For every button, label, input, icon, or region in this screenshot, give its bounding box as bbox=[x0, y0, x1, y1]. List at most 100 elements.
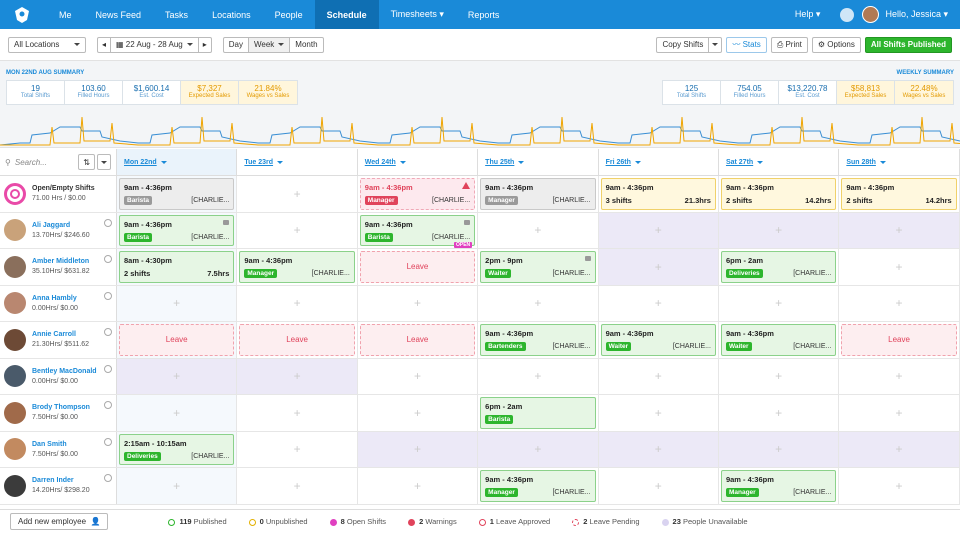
sort-dropdown[interactable] bbox=[97, 154, 111, 170]
schedule-cell[interactable]: + bbox=[237, 358, 358, 394]
schedule-cell[interactable]: + bbox=[599, 468, 719, 504]
shift-card[interactable]: 2pm - 9pm Waiter [CHARLIE... bbox=[480, 251, 596, 283]
employee-cell[interactable]: Brody Thompson 7.50Hrs/ $0.00 bbox=[0, 395, 117, 431]
schedule-cell[interactable]: 9am - 4:36pm 2 shifts 14.2hrs bbox=[839, 176, 960, 212]
next-week-button[interactable]: ▸ bbox=[197, 36, 212, 53]
day-header-sun-28th[interactable]: Sun 28th bbox=[839, 149, 960, 175]
employee-name[interactable]: Darren Inder bbox=[32, 477, 74, 485]
schedule-cell[interactable]: + bbox=[237, 176, 358, 212]
schedule-cell[interactable]: + bbox=[719, 358, 840, 394]
schedule-cell[interactable]: + bbox=[719, 395, 840, 431]
schedule-cell[interactable]: + bbox=[478, 285, 599, 321]
nav-item-news-feed[interactable]: News Feed bbox=[95, 9, 142, 20]
add-employee-button[interactable]: Add new employee 👤 bbox=[10, 513, 109, 530]
schedule-cell[interactable]: + bbox=[358, 358, 479, 394]
employee-name[interactable]: Anna Hambly bbox=[32, 294, 77, 302]
shift-card[interactable]: 9am - 4:36pm 2 shifts 14.2hrs bbox=[841, 178, 957, 210]
schedule-cell[interactable]: 9am - 4:36pm Barista [CHARLIE... bbox=[117, 212, 238, 248]
day-header-tue-23rd[interactable]: Tue 23rd bbox=[237, 149, 358, 175]
employee-cell[interactable]: Open/Empty Shifts 71.00 Hrs / $0.00 bbox=[0, 176, 117, 212]
schedule-cell[interactable]: + bbox=[358, 395, 479, 431]
leave-block[interactable]: Leave bbox=[359, 251, 476, 283]
schedule-cell[interactable]: 9am - 4:36pm Barista [CHARLIE... OPEN bbox=[358, 212, 479, 248]
schedule-cell[interactable]: 6pm - 2am Barista bbox=[478, 395, 599, 431]
day-header-thu-25th[interactable]: Thu 25th bbox=[478, 149, 599, 175]
schedule-cell[interactable]: + bbox=[357, 431, 479, 467]
schedule-cell[interactable]: + bbox=[599, 358, 719, 394]
schedule-cell[interactable]: + bbox=[598, 212, 719, 248]
chevron-down-icon[interactable] bbox=[104, 437, 112, 446]
view-week-button[interactable]: Week bbox=[248, 36, 291, 53]
schedule-cell[interactable]: Leave bbox=[358, 249, 479, 285]
shift-card[interactable]: 9am - 4:36pm Manager [CHARLIE... bbox=[480, 470, 596, 502]
nav-item-people[interactable]: People bbox=[274, 9, 303, 20]
schedule-cell[interactable]: + bbox=[237, 431, 358, 467]
prev-week-button[interactable]: ◂ bbox=[97, 36, 112, 53]
day-header-sat-27th[interactable]: Sat 27th bbox=[719, 149, 840, 175]
help-menu[interactable]: Help ▾ bbox=[794, 9, 821, 19]
shift-card[interactable]: 9am - 4:36pm Manager [CHARLIE... bbox=[720, 470, 837, 502]
schedule-cell[interactable]: Leave bbox=[358, 322, 479, 358]
schedule-cell[interactable]: 9am - 4:36pm Manager [CHARLIE... bbox=[478, 468, 599, 504]
schedule-cell[interactable]: Leave bbox=[237, 322, 358, 358]
schedule-cell[interactable]: 9am - 4:36pm Barista [CHARLIE... bbox=[117, 176, 238, 212]
shift-card[interactable]: 9am - 4:36pm Waiter [CHARLIE... bbox=[600, 324, 716, 356]
schedule-cell[interactable]: Leave bbox=[839, 322, 960, 358]
nav-item-timesheets[interactable]: Timesheets ▾ bbox=[390, 9, 444, 19]
day-header-mon-22nd[interactable]: Mon 22nd bbox=[117, 149, 238, 175]
schedule-cell[interactable]: + bbox=[237, 212, 358, 248]
nav-item-reports[interactable]: Reports bbox=[467, 9, 500, 20]
chevron-down-icon[interactable] bbox=[104, 474, 112, 482]
schedule-cell[interactable]: + bbox=[237, 285, 358, 321]
publish-button[interactable]: All Shifts Published bbox=[864, 36, 952, 53]
nav-item-schedule[interactable]: Schedule bbox=[314, 0, 379, 29]
shift-card[interactable]: 9am - 4:36pm Barista [CHARLIE... OPEN bbox=[359, 214, 476, 248]
schedule-cell[interactable]: + bbox=[599, 285, 719, 321]
chevron-down-icon[interactable] bbox=[104, 401, 112, 409]
shift-card[interactable]: 9am - 4:36pm Manager [CHARLIE... bbox=[359, 178, 476, 210]
schedule-cell[interactable]: 9am - 4:36pm Manager [CHARLIE... bbox=[237, 249, 358, 285]
shift-card[interactable]: 6pm - 2am Barista bbox=[480, 397, 596, 429]
leave-block[interactable]: Leave bbox=[239, 324, 355, 356]
schedule-cell[interactable]: 9am - 4:36pm Waiter [CHARLIE... bbox=[599, 322, 719, 358]
view-day-button[interactable]: Day bbox=[222, 36, 249, 53]
employee-cell[interactable]: Dan Smith 7.50Hrs/ $0.00 bbox=[0, 431, 117, 467]
schedule-cell[interactable]: 9am - 4:36pm 3 shifts 21.3hrs bbox=[599, 176, 719, 212]
nav-item-me[interactable]: Me bbox=[59, 9, 72, 20]
sort-button[interactable]: ⇅ bbox=[78, 154, 95, 170]
schedule-cell[interactable]: + bbox=[478, 431, 599, 467]
copy-shifts-button[interactable]: Copy Shifts bbox=[656, 36, 710, 53]
schedule-cell[interactable]: + bbox=[598, 431, 719, 467]
schedule-cell[interactable]: 8am - 4:30pm 2 shifts 7.5hrs bbox=[117, 249, 238, 285]
schedule-cell[interactable]: + bbox=[117, 358, 238, 394]
leave-block[interactable]: Leave bbox=[359, 324, 476, 356]
schedule-cell[interactable]: + bbox=[839, 249, 960, 285]
stats-button[interactable]: 〰 Stats bbox=[726, 36, 767, 53]
schedule-cell[interactable]: + bbox=[117, 395, 238, 431]
schedule-cell[interactable]: + bbox=[478, 212, 599, 248]
employee-name[interactable]: Bentley MacDonald bbox=[32, 367, 97, 375]
schedule-cell[interactable]: + bbox=[237, 395, 358, 431]
leave-block[interactable]: Leave bbox=[119, 324, 235, 356]
schedule-cell[interactable]: 9am - 4:36pm Manager [CHARLIE... bbox=[719, 468, 840, 504]
chevron-down-icon[interactable] bbox=[104, 364, 112, 373]
schedule-cell[interactable]: + bbox=[839, 431, 960, 467]
print-button[interactable]: ⎙ Print bbox=[770, 36, 808, 53]
employee-name[interactable]: Amber Middleton bbox=[32, 258, 90, 266]
employee-cell[interactable]: Anna Hambly 0.00Hrs/ $0.00 bbox=[0, 285, 117, 321]
shift-card[interactable]: 9am - 4:36pm 3 shifts 21.3hrs bbox=[600, 178, 716, 210]
shift-card[interactable]: 6pm - 2am Deliveries [CHARLIE... bbox=[720, 251, 837, 283]
shift-card[interactable]: 9am - 4:36pm Manager [CHARLIE... bbox=[480, 178, 596, 210]
schedule-cell[interactable]: + bbox=[718, 212, 840, 248]
shift-card[interactable]: 9am - 4:36pm Barista [CHARLIE... bbox=[119, 178, 235, 210]
user-menu[interactable]: Hello, Jessica ▾ bbox=[885, 9, 948, 19]
schedule-cell[interactable]: + bbox=[839, 395, 960, 431]
schedule-cell[interactable]: + bbox=[117, 285, 238, 321]
schedule-cell[interactable]: + bbox=[839, 358, 960, 394]
day-header-fri-26th[interactable]: Fri 26th bbox=[599, 149, 719, 175]
view-month-button[interactable]: Month bbox=[290, 36, 324, 53]
employee-cell[interactable]: Darren Inder 14.20Hrs/ $298.20 bbox=[0, 468, 117, 504]
schedule-cell[interactable]: + bbox=[719, 285, 840, 321]
date-range-picker[interactable]: ▦ 22 Aug - 28 Aug bbox=[111, 36, 198, 53]
location-select[interactable]: All Locations bbox=[8, 36, 86, 53]
